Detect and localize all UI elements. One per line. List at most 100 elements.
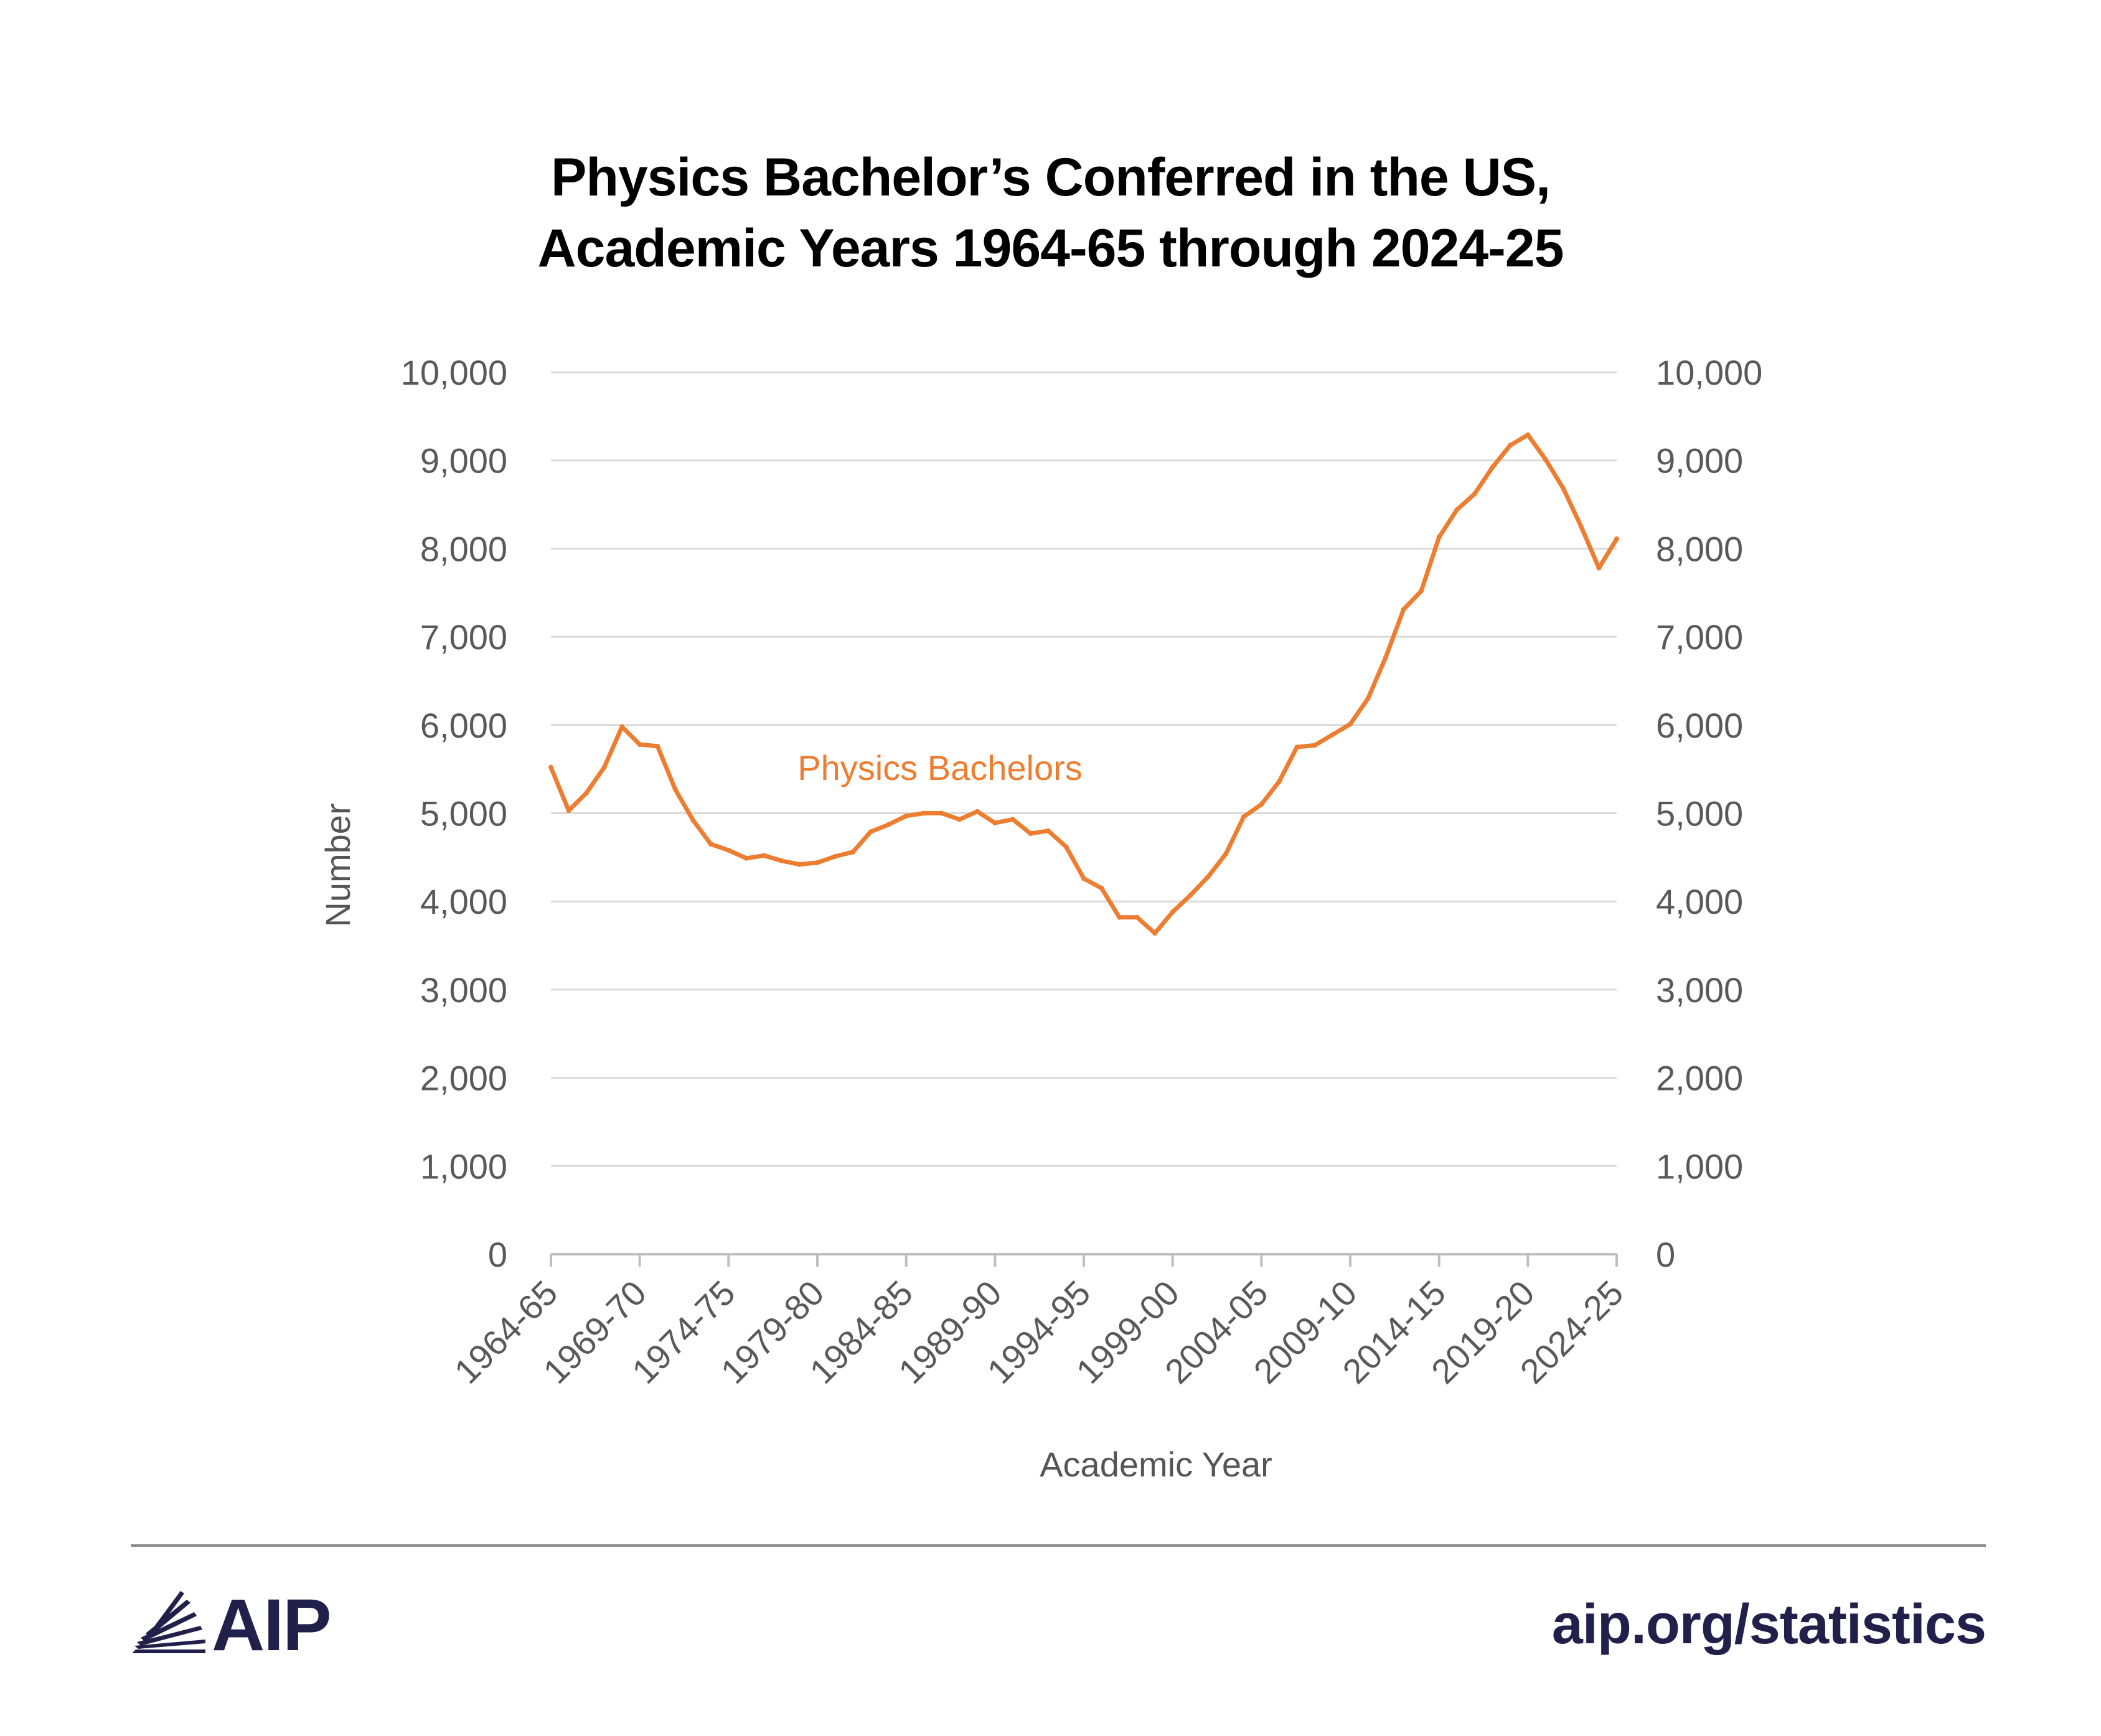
right-y-tick-label: 6,000	[1656, 706, 1743, 745]
y-axis-title: Number	[318, 803, 357, 927]
left-y-tick-label: 10,000	[401, 353, 507, 392]
data-point-2007-08	[1312, 743, 1317, 748]
data-point-1971-72	[672, 787, 678, 792]
data-point-1969-70	[637, 742, 642, 747]
data-point-1976-77	[761, 853, 767, 858]
data-point-2021-22	[1561, 486, 1566, 491]
data-point-1983-84	[886, 822, 891, 827]
data-point-1968-69	[619, 724, 625, 730]
data-point-1975-76	[743, 855, 749, 861]
data-point-1986-87	[939, 810, 944, 816]
data-point-1964-65	[548, 764, 553, 770]
data-point-1967-68	[601, 764, 607, 770]
data-point-1990-91	[1010, 817, 1015, 822]
x-axis-title: Academic Year	[1040, 1445, 1272, 1484]
left-y-tick-label: 9,000	[420, 441, 507, 481]
data-point-2010-11	[1365, 696, 1371, 701]
data-point-2014-15	[1436, 535, 1442, 540]
aip-logo-mark	[132, 1591, 205, 1653]
data-point-1985-86	[921, 810, 927, 816]
data-point-2009-10	[1348, 721, 1353, 727]
data-point-2000-01	[1188, 893, 1193, 898]
data-point-1995-96	[1099, 885, 1104, 891]
data-point-2020-21	[1543, 457, 1548, 462]
data-point-1982-83	[868, 829, 873, 835]
right-y-axis-tick-labels: 0 1,000 2,000 3,000 4,000 5,000 6,000 7,000 8,00…	[1656, 353, 1762, 1274]
series-annotation: Physics Bachelors	[797, 748, 1083, 787]
right-y-tick-label: 7,000	[1656, 617, 1743, 657]
aip-statistics-link[interactable]: aip.org/statistics	[1551, 1593, 1986, 1656]
left-y-axis-tick-labels: 0 1,000 2,000 3,000 4,000 5,000 6,000 7,000 8,00…	[401, 353, 507, 1274]
data-point-1997-98	[1134, 914, 1140, 920]
data-point-2004-05	[1259, 802, 1264, 807]
data-point-2005-06	[1276, 779, 1282, 784]
data-point-1973-74	[708, 842, 713, 847]
data-point-1994-95	[1081, 876, 1086, 881]
data-point-1974-75	[726, 848, 731, 853]
data-points	[548, 432, 1619, 936]
line-chart: 0 1,000 2,000 3,000 4,000 5,000 6,000 7,000 8,00…	[318, 353, 1762, 1484]
data-point-2023-24	[1596, 565, 1602, 571]
data-point-1996-97	[1117, 914, 1122, 920]
data-point-2022-23	[1578, 524, 1584, 529]
data-point-1998-99	[1152, 931, 1158, 936]
data-point-2008-09	[1330, 732, 1335, 738]
chart-title-line-1: Physics Bachelor’s Conferred in the US,	[550, 148, 1551, 207]
chart-title: Physics Bachelor’s Conferred in the US, …	[0, 142, 2101, 284]
data-point-2019-20	[1525, 432, 1531, 438]
aip-logo-text: AIP	[212, 1584, 332, 1666]
data-point-2017-18	[1490, 465, 1495, 470]
data-point-2018-19	[1507, 443, 1513, 448]
data-point-1966-67	[584, 790, 590, 795]
data-point-1993-94	[1063, 844, 1069, 850]
x-axis	[550, 1253, 1618, 1267]
data-point-2013-14	[1419, 588, 1424, 594]
data-point-1992-93	[1045, 828, 1051, 833]
data-point-1977-78	[779, 858, 784, 863]
left-y-tick-label: 2,000	[420, 1059, 507, 1098]
data-point-2015-16	[1454, 507, 1460, 513]
data-point-1989-90	[992, 820, 998, 826]
data-point-1965-66	[566, 808, 571, 814]
data-point-2001-02	[1205, 874, 1211, 880]
right-y-tick-label: 4,000	[1656, 882, 1743, 921]
right-y-tick-label: 9,000	[1656, 441, 1743, 481]
x-axis-tick-labels: 1964-651969-701974-751979-801984-851989-…	[447, 1273, 1631, 1391]
data-point-1981-82	[850, 849, 856, 855]
left-y-tick-label: 1,000	[420, 1147, 507, 1186]
chart-title-line-2: Academic Years 1964-65 through 2024-25	[537, 218, 1564, 278]
aip-logo-rays-icon	[132, 1591, 205, 1653]
data-point-2016-17	[1472, 491, 1477, 497]
left-y-tick-label: 6,000	[420, 706, 507, 745]
data-point-2003-04	[1241, 814, 1246, 820]
right-y-tick-label: 3,000	[1656, 970, 1743, 1010]
data-point-2012-13	[1401, 607, 1406, 612]
left-y-tick-label: 5,000	[420, 794, 507, 833]
footer-divider	[131, 1544, 1986, 1547]
right-y-tick-label: 10,000	[1656, 353, 1762, 392]
left-y-tick-label: 7,000	[420, 617, 507, 657]
data-point-1987-88	[957, 817, 962, 822]
left-y-tick-label: 3,000	[420, 970, 507, 1010]
data-point-1991-92	[1028, 831, 1033, 837]
data-point-2011-12	[1383, 654, 1389, 660]
data-point-1988-89	[974, 809, 980, 814]
data-point-1979-80	[815, 860, 820, 865]
right-y-tick-label: 0	[1656, 1235, 1675, 1274]
data-point-1999-00	[1170, 909, 1175, 915]
data-point-2024-25	[1614, 536, 1619, 542]
data-point-1978-79	[797, 861, 802, 867]
data-point-1970-71	[655, 743, 660, 749]
left-y-tick-label: 0	[488, 1235, 507, 1274]
right-y-tick-label: 5,000	[1656, 794, 1743, 833]
right-y-tick-label: 1,000	[1656, 1147, 1743, 1186]
left-y-tick-label: 4,000	[420, 882, 507, 921]
data-point-1972-73	[690, 817, 696, 823]
right-y-tick-label: 8,000	[1656, 529, 1743, 568]
data-point-2006-07	[1294, 744, 1300, 750]
data-point-2002-03	[1223, 851, 1229, 856]
data-point-1980-81	[832, 853, 838, 859]
gridlines	[551, 371, 1617, 1167]
left-y-tick-label: 8,000	[420, 529, 507, 568]
right-y-tick-label: 2,000	[1656, 1059, 1743, 1098]
